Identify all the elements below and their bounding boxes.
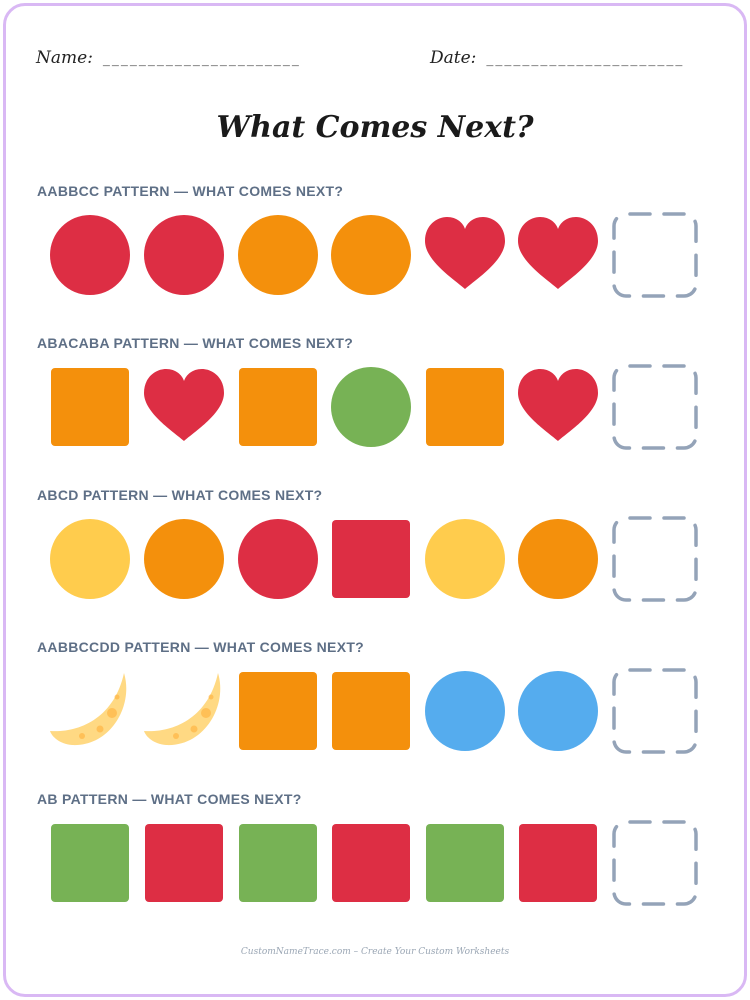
footer-credit: CustomNameTrace.com – Create Your Custom…	[240, 947, 510, 957]
date-label: Date:	[430, 48, 477, 68]
row-4-label: AABBCCDD PATTERN — WHAT COMES NEXT?	[37, 639, 365, 655]
name-blank-line[interactable]: ______________________	[102, 51, 301, 67]
date-field[interactable]: Date: ______________________	[430, 48, 684, 68]
row-1-label: AABBCC PATTERN — WHAT COMES NEXT?	[37, 183, 344, 199]
name-label: Name:	[36, 48, 93, 68]
row-3-label: ABCD PATTERN — WHAT COMES NEXT?	[37, 487, 323, 503]
worksheet-title: What Comes Next?	[216, 110, 534, 145]
name-field[interactable]: Name: ______________________	[36, 48, 301, 68]
row-5-label: AB PATTERN — WHAT COMES NEXT?	[37, 791, 302, 807]
row-2-label: ABACABA PATTERN — WHAT COMES NEXT?	[37, 335, 354, 351]
date-blank-line[interactable]: ______________________	[486, 51, 685, 67]
